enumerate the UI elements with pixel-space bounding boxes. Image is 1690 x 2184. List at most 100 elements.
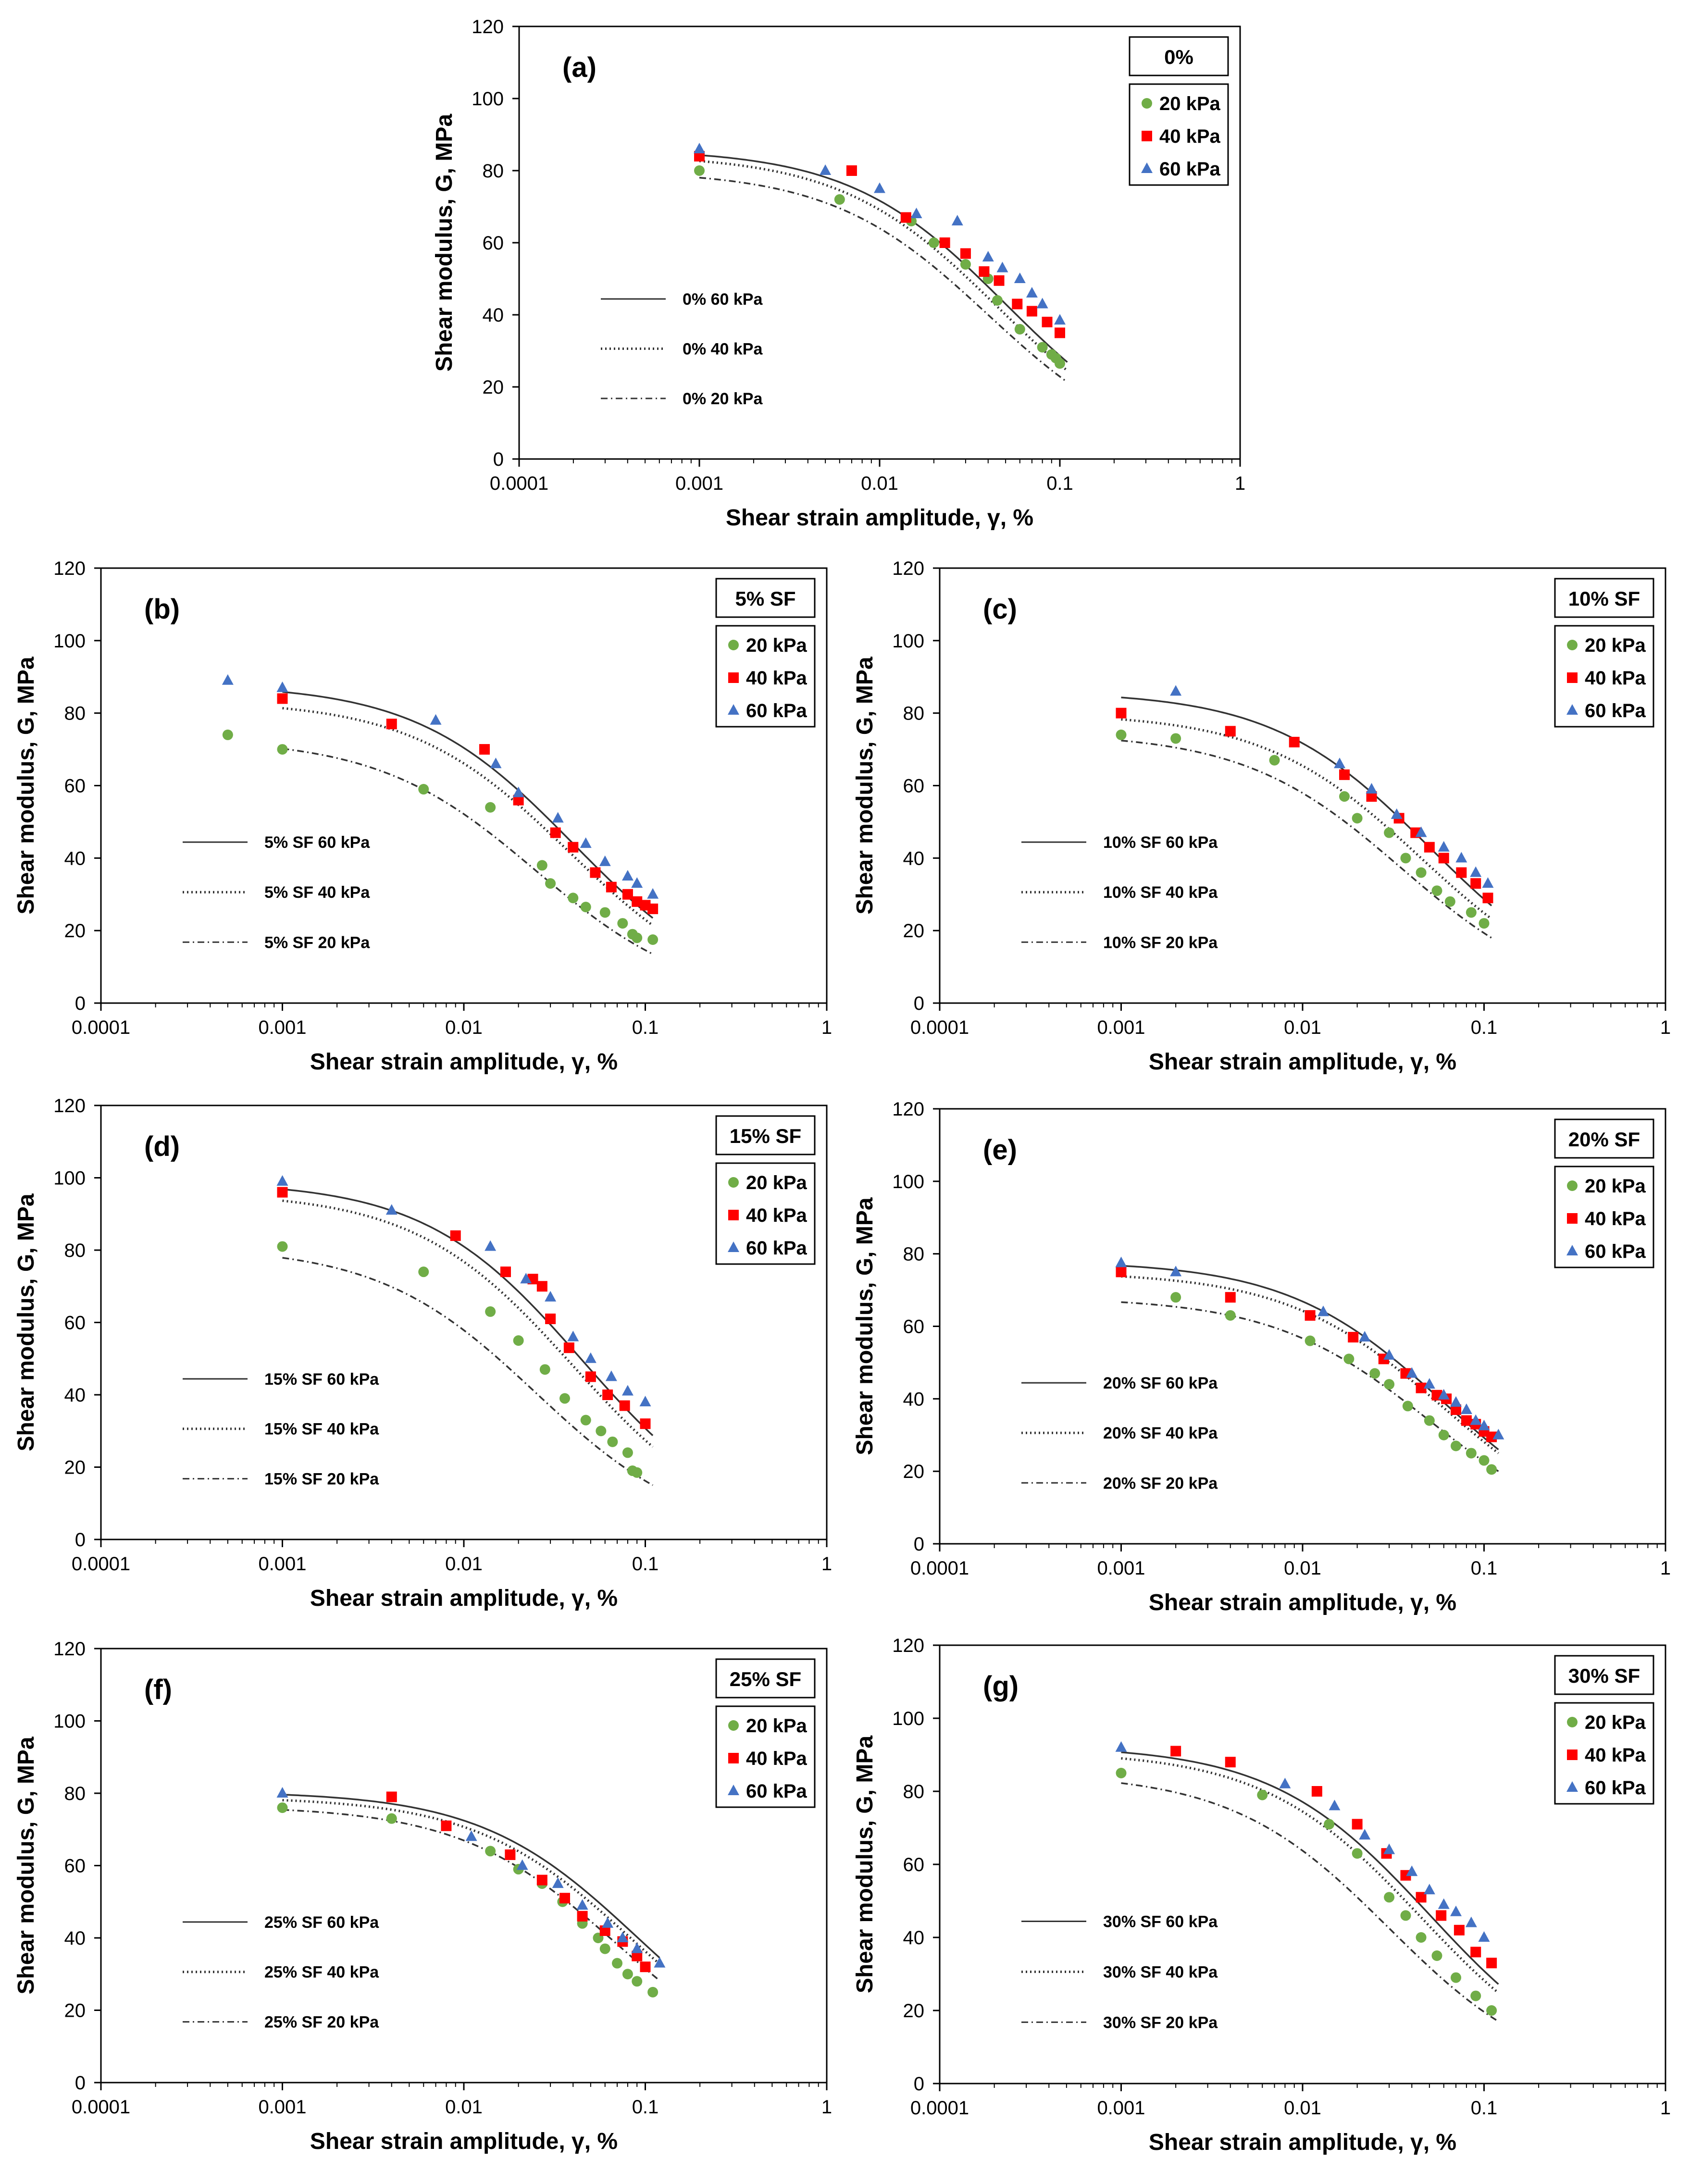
point-20kpa <box>1479 1455 1490 1466</box>
fit-curve <box>1121 1751 1499 1985</box>
point-60kpa <box>1492 1428 1504 1439</box>
point-40kpa <box>550 827 561 838</box>
y-tick-label: 120 <box>892 558 924 579</box>
point-60kpa <box>982 251 994 261</box>
chart-panel: 0.0001 0.001 0.01 0.1 1 0 20 40 60 80 100 120 Shear … <box>13 1638 832 2154</box>
fit-legend-label: 10% SF 60 kPa <box>1103 833 1218 852</box>
point-20kpa <box>545 878 556 889</box>
point-40kpa <box>1461 1415 1472 1426</box>
legend-entry: 20 kPa <box>746 1172 808 1193</box>
point-20kpa <box>485 1306 496 1317</box>
point-60kpa <box>1317 1305 1330 1316</box>
point-60kpa <box>576 1899 588 1910</box>
point-20kpa <box>834 194 845 205</box>
fit-legend-label: 20% SF 60 kPa <box>1103 1374 1218 1392</box>
point-40kpa <box>1416 1892 1427 1903</box>
point-40kpa <box>728 672 739 683</box>
point-40kpa <box>585 1371 596 1382</box>
x-tick-label: 0.01 <box>445 2097 483 2118</box>
x-tick-label: 0.01 <box>1284 1558 1321 1579</box>
point-60kpa <box>1423 1884 1435 1895</box>
point-60kpa <box>951 215 963 225</box>
fit-curve <box>1121 740 1492 939</box>
point-20kpa <box>1369 1368 1380 1379</box>
point-60kpa <box>1460 1403 1472 1414</box>
x-tick-label: 1 <box>821 1017 832 1038</box>
point-60kpa <box>516 1859 528 1870</box>
point-40kpa <box>1451 1404 1462 1415</box>
fit-legend-label: 5% SF 20 kPa <box>264 933 370 952</box>
point-60kpa <box>552 812 564 823</box>
fit-curve <box>1121 718 1492 920</box>
point-20kpa <box>728 1720 739 1731</box>
x-tick-label: 0.0001 <box>910 1558 969 1579</box>
point-40kpa <box>1366 791 1377 802</box>
point-20kpa <box>647 1986 659 1998</box>
legend-title: 5% SF <box>735 587 795 610</box>
point-40kpa <box>1311 1786 1322 1797</box>
point-60kpa <box>820 164 832 175</box>
point-40kpa <box>1225 1292 1236 1303</box>
legend-entry: 60 kPa <box>1585 1777 1646 1799</box>
legend-title-box <box>715 578 816 618</box>
legend-title: 25% SF <box>730 1668 801 1690</box>
y-tick-label: 60 <box>903 1854 925 1875</box>
x-tick-label: 1 <box>821 2097 832 2118</box>
y-tick-label: 60 <box>64 776 86 797</box>
point-60kpa <box>1438 1389 1450 1400</box>
point-20kpa <box>1400 853 1411 864</box>
point-40kpa <box>513 794 524 806</box>
point-20kpa <box>1170 1292 1181 1303</box>
fit-curve <box>1121 1782 1499 2023</box>
point-20kpa <box>632 1467 643 1478</box>
point-60kpa <box>602 1917 614 1928</box>
point-60kpa <box>490 757 502 769</box>
x-tick-label: 0.0001 <box>72 1017 130 1038</box>
point-40kpa <box>1348 1332 1359 1343</box>
point-40kpa <box>1116 1266 1127 1278</box>
point-60kpa <box>1334 757 1346 769</box>
point-60kpa <box>1415 826 1427 837</box>
point-60kpa <box>1438 1898 1450 1909</box>
point-20kpa <box>599 907 610 918</box>
point-20kpa <box>1055 358 1065 369</box>
fit-legend-label: 0% 60 kPa <box>683 290 763 309</box>
fit-legend-label: 25% SF 40 kPa <box>264 1963 379 1982</box>
point-40kpa <box>728 1753 739 1763</box>
point-20kpa <box>632 932 643 943</box>
x-tick-label: 0.01 <box>1284 2097 1321 2119</box>
fit-legend-label: 25% SF 20 kPa <box>264 2013 379 2032</box>
legend-title-box <box>715 1658 816 1699</box>
legend-entry: 60 kPa <box>1585 1241 1646 1262</box>
point-40kpa <box>1339 769 1350 780</box>
fit-legend-label: 0% 20 kPa <box>683 390 763 408</box>
y-axis-label: Shear modulus, G, MPa <box>852 1736 878 1993</box>
point-40kpa <box>1482 893 1493 904</box>
y-axis-label: Shear modulus, G, MPa <box>13 657 39 914</box>
point-40kpa <box>632 1950 643 1961</box>
legend-entry: 60 kPa <box>746 700 808 721</box>
point-60kpa <box>1383 1843 1395 1854</box>
point-20kpa <box>1269 755 1280 766</box>
point-20kpa <box>277 1241 288 1252</box>
point-60kpa <box>545 1291 557 1302</box>
point-60kpa <box>728 1785 739 1795</box>
point-40kpa <box>1289 737 1300 747</box>
point-20kpa <box>418 1266 429 1278</box>
point-20kpa <box>622 1447 633 1458</box>
point-20kpa <box>1142 98 1152 109</box>
point-40kpa <box>1042 317 1053 327</box>
point-40kpa <box>500 1266 511 1278</box>
fit-curve <box>282 1188 654 1436</box>
fit-legend-label: 30% SF 60 kPa <box>1103 1913 1218 1931</box>
x-axis-label: Shear strain amplitude, γ, % <box>310 1049 618 1075</box>
point-20kpa <box>1305 1335 1316 1346</box>
fit-legend-label: 10% SF 40 kPa <box>1103 883 1218 902</box>
point-60kpa <box>1465 1916 1477 1927</box>
point-60kpa <box>512 786 524 797</box>
y-tick-label: 0 <box>75 1529 86 1551</box>
point-40kpa <box>1026 306 1037 317</box>
point-20kpa <box>1416 1932 1427 1943</box>
legend-title: 10% SF <box>1568 587 1640 610</box>
